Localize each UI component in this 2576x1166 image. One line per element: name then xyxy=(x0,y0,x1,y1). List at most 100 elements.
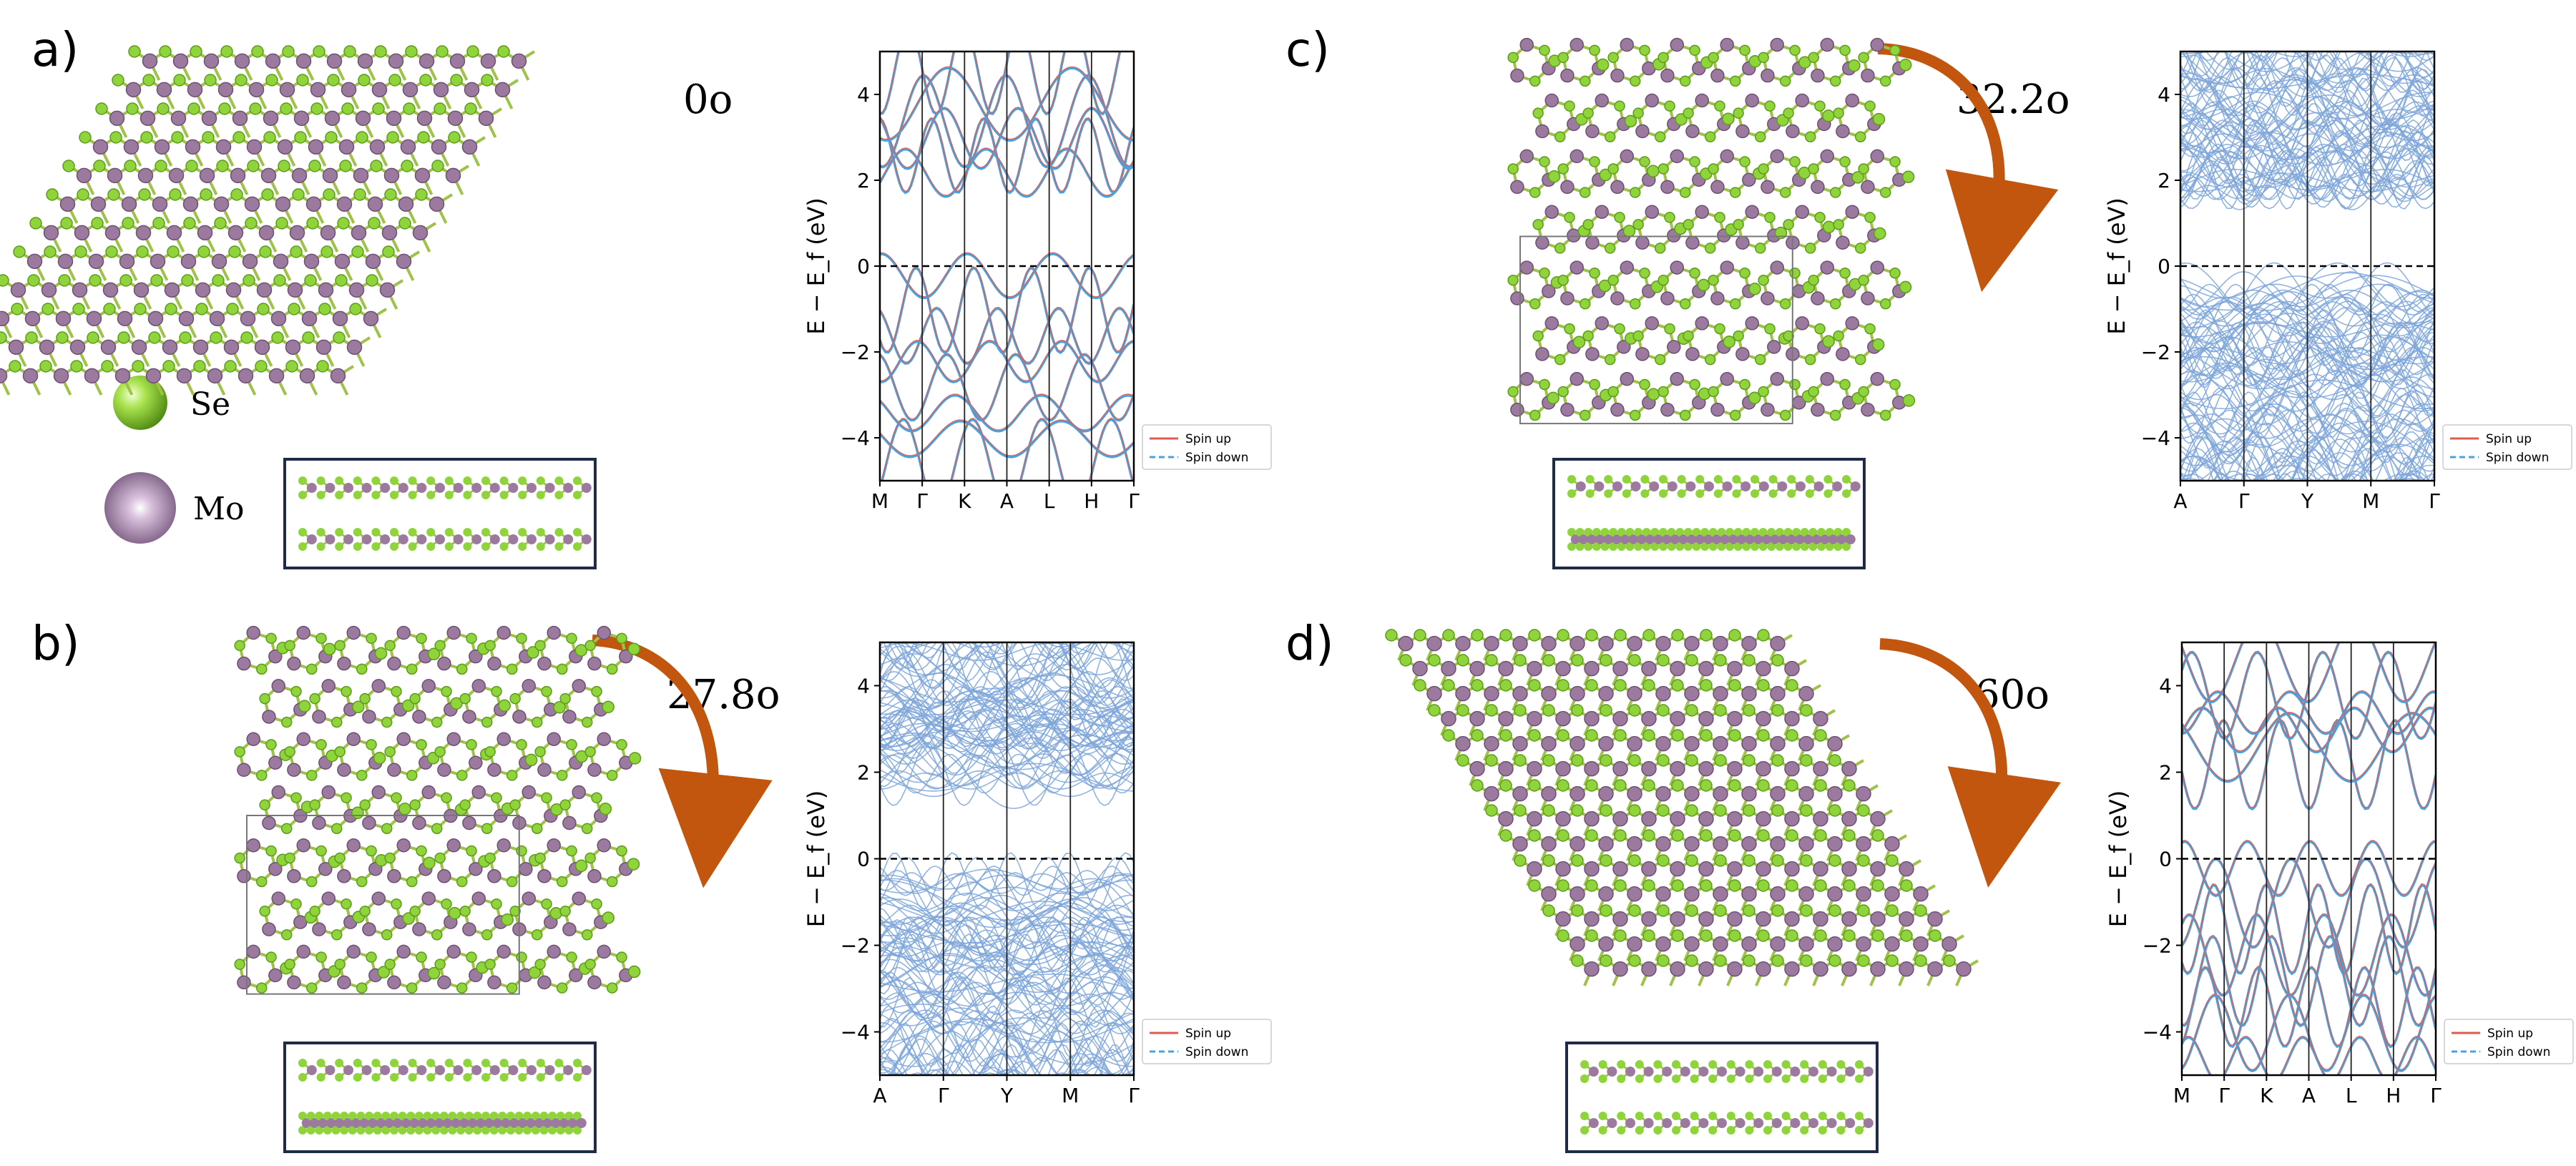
se-atom xyxy=(406,1126,416,1135)
mo-atom xyxy=(1469,660,1485,677)
mo-atom xyxy=(1884,836,1900,852)
se-atom xyxy=(1604,475,1613,484)
mo-atom xyxy=(1660,291,1675,305)
se-atom xyxy=(1635,1112,1644,1120)
mo-atom xyxy=(1755,660,1771,677)
mo-atom xyxy=(1643,1118,1654,1128)
mo-atom xyxy=(587,975,602,990)
se-atom xyxy=(1617,542,1626,551)
panel-label-b: b) xyxy=(31,616,80,671)
mo-atom xyxy=(1870,911,1886,927)
mo-atom xyxy=(1610,180,1625,195)
se-atom xyxy=(1929,929,1941,942)
se-atom xyxy=(1858,274,1869,286)
se-atom xyxy=(1642,679,1655,692)
se-atom xyxy=(1685,704,1698,717)
se-atom xyxy=(79,131,92,144)
se-atom xyxy=(1750,542,1759,551)
se-atom xyxy=(0,274,9,287)
se-atom xyxy=(1880,409,1891,421)
se-atom xyxy=(41,303,54,315)
se-atom xyxy=(1902,394,1916,407)
mo-atom xyxy=(1527,660,1542,677)
se-atom xyxy=(155,160,167,172)
mo-atom xyxy=(330,368,346,384)
mo-atom xyxy=(1544,93,1559,108)
mo-atom xyxy=(494,82,511,98)
se-atom xyxy=(1805,489,1814,498)
mo-atom xyxy=(412,710,426,724)
se-atom xyxy=(1628,954,1641,967)
mo-atom xyxy=(1541,735,1557,752)
mo-atom xyxy=(1670,260,1684,275)
mo-atom xyxy=(351,1118,362,1128)
se-atom xyxy=(251,45,264,58)
mo-atom xyxy=(320,225,336,241)
angle-label-a: 0o xyxy=(683,77,733,123)
se-atom xyxy=(448,1126,457,1135)
se-atom xyxy=(1786,729,1798,742)
se-atom xyxy=(441,792,452,803)
se-atom xyxy=(1800,1126,1809,1135)
mo-atom xyxy=(260,167,277,184)
mo-atom xyxy=(268,755,283,770)
mo-atom xyxy=(581,483,592,493)
se-atom xyxy=(1598,279,1612,293)
x-tick-label: Γ xyxy=(2238,489,2250,513)
mo-atom xyxy=(587,763,602,777)
mo-atom xyxy=(431,139,447,155)
x-tick-label: L xyxy=(2346,1084,2357,1107)
se-atom xyxy=(408,542,417,551)
mo-atom xyxy=(295,53,312,69)
mo-atom xyxy=(1612,660,1628,677)
mo-atom xyxy=(568,1118,579,1128)
se-atom xyxy=(498,1112,507,1120)
se-atom xyxy=(1542,904,1555,917)
se-atom xyxy=(197,245,210,258)
se-atom xyxy=(1639,156,1650,167)
se-atom xyxy=(1783,219,1794,230)
se-atom xyxy=(427,647,441,661)
se-atom xyxy=(516,951,527,963)
se-atom xyxy=(416,845,427,857)
se-atom xyxy=(390,1112,398,1120)
se-atom xyxy=(1714,323,1725,335)
mo-atom xyxy=(296,838,310,853)
se-atom xyxy=(1768,489,1778,498)
side-view-frame xyxy=(1552,458,1866,569)
se-atom xyxy=(1805,242,1816,254)
se-atom xyxy=(434,852,446,864)
mo-atom xyxy=(1717,1118,1727,1128)
mo-atom xyxy=(1569,37,1584,52)
se-atom xyxy=(1528,729,1541,742)
se-atom xyxy=(499,1059,509,1067)
mo-atom xyxy=(10,282,26,298)
se-atom xyxy=(1614,212,1625,223)
se-atom xyxy=(534,640,546,652)
se-atom xyxy=(1839,378,1851,391)
valence-band xyxy=(880,1057,1134,1075)
mo-atom xyxy=(237,763,251,777)
se-atom xyxy=(306,1126,315,1135)
mo-atom xyxy=(1670,37,1684,52)
se-atom xyxy=(1864,100,1876,112)
se-atom xyxy=(549,906,563,920)
se-atom xyxy=(534,746,546,758)
se-atom xyxy=(466,845,477,857)
mo-atom xyxy=(1740,481,1751,491)
mo-atom xyxy=(1512,685,1528,702)
mo-atom xyxy=(296,625,310,640)
se-atom xyxy=(381,1112,391,1120)
se-atom xyxy=(1671,929,1684,942)
se-atom xyxy=(1786,829,1798,842)
mo-atom xyxy=(1469,760,1485,777)
mo-atom xyxy=(487,975,501,990)
se-atom xyxy=(298,700,311,712)
se-atom xyxy=(256,876,268,888)
mo-atom xyxy=(1832,481,1843,491)
se-atom xyxy=(431,1112,441,1120)
se-atom xyxy=(1622,489,1631,498)
se-atom xyxy=(280,102,293,115)
mo-atom xyxy=(1698,1118,1709,1128)
se-atom xyxy=(372,102,385,115)
